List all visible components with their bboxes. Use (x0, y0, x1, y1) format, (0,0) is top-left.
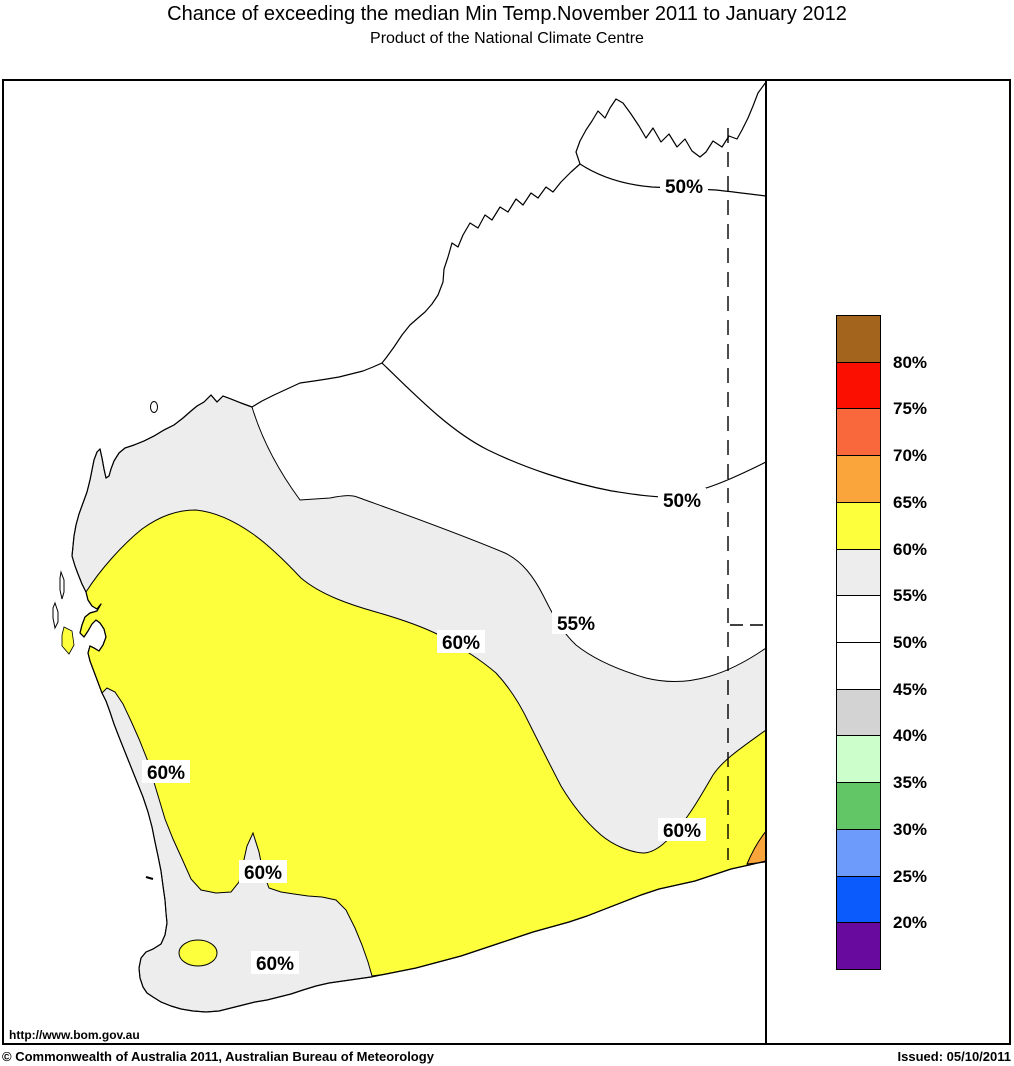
legend-swatch (836, 829, 881, 877)
legend-swatch (836, 642, 881, 690)
dirk-hartog-island (59, 570, 65, 600)
legend-swatch (836, 689, 881, 736)
legend-swatch (836, 735, 881, 783)
contour-label: 50% (663, 491, 701, 512)
map-frame (2, 79, 1011, 1045)
contour-label: 50% (665, 177, 703, 198)
legend-swatch (836, 595, 881, 643)
contour-label: 55% (557, 614, 595, 635)
contour-label: 60% (663, 821, 701, 842)
legend: 80% 75% 70% 65% 60% 55% 50% 45% 40% 35% 30% 25% 20% (836, 315, 1014, 975)
contour-label-bg (658, 818, 706, 841)
map-canvas: 50% 50% 55% 60% 60% 60% 60% 60% (52, 81, 766, 1013)
contour-label-bg (437, 630, 485, 653)
legend-label: 60% (893, 540, 928, 559)
contour-label-bg (142, 760, 190, 783)
bom-url: http://www.bom.gov.au (9, 1028, 140, 1042)
contour-label: 60% (256, 954, 294, 975)
legend-label: 40% (893, 726, 928, 745)
legend-label: 45% (893, 680, 928, 699)
contour-line-50-north (579, 163, 766, 197)
legend-label: 55% (893, 586, 928, 605)
legend-swatch (836, 549, 881, 596)
copyright-text: © Commonwealth of Australia 2011, Austra… (2, 1049, 434, 1064)
contour-label-bg (251, 951, 299, 974)
page-subtitle: Product of the National Climate Centre (370, 30, 644, 47)
legend-swatch (836, 455, 881, 503)
contour-label: 60% (442, 633, 480, 654)
legend-label: 75% (893, 399, 928, 418)
legend-label: 80% (893, 353, 928, 372)
contour-label: 60% (244, 863, 282, 884)
contour-label-bg (658, 488, 706, 511)
contour-label-bg (552, 611, 600, 634)
panel-divider (765, 79, 767, 1045)
legend-swatch (836, 315, 881, 363)
legend-swatch (836, 502, 881, 550)
coastline-path (71, 81, 766, 1013)
legend-swatch (836, 408, 881, 456)
legend-label: 70% (893, 446, 928, 465)
contour-label: 60% (147, 763, 185, 784)
contour-label-bg (239, 860, 287, 883)
legend-label: 35% (893, 773, 928, 792)
page-title: Chance of exceeding the median Min Temp.… (167, 3, 847, 25)
legend-swatch (836, 782, 881, 830)
yellow-inlier-oval (178, 939, 218, 967)
probability-band-65-70 (746, 830, 766, 865)
contour-line-50-central (381, 362, 766, 498)
rottnest-island (145, 876, 154, 880)
legend-label: 65% (893, 493, 928, 512)
legend-swatch (836, 922, 881, 970)
shark-bay-yellow-patch (61, 626, 75, 655)
barrow-island (150, 401, 158, 413)
legend-swatch (836, 876, 881, 923)
legend-label: 50% (893, 633, 928, 652)
legend-label: 20% (893, 913, 928, 932)
legend-label: 25% (893, 867, 928, 886)
issued-date: Issued: 05/10/2011 (897, 1049, 1011, 1064)
legend-label: 30% (893, 820, 928, 839)
contour-labels: 50% 50% 55% 60% 60% 60% 60% 60% (142, 174, 708, 975)
contour-label-bg (660, 174, 708, 197)
probability-band-60-65 (79, 509, 766, 977)
legend-swatch (836, 362, 881, 409)
peron-sliver-island (52, 601, 59, 630)
